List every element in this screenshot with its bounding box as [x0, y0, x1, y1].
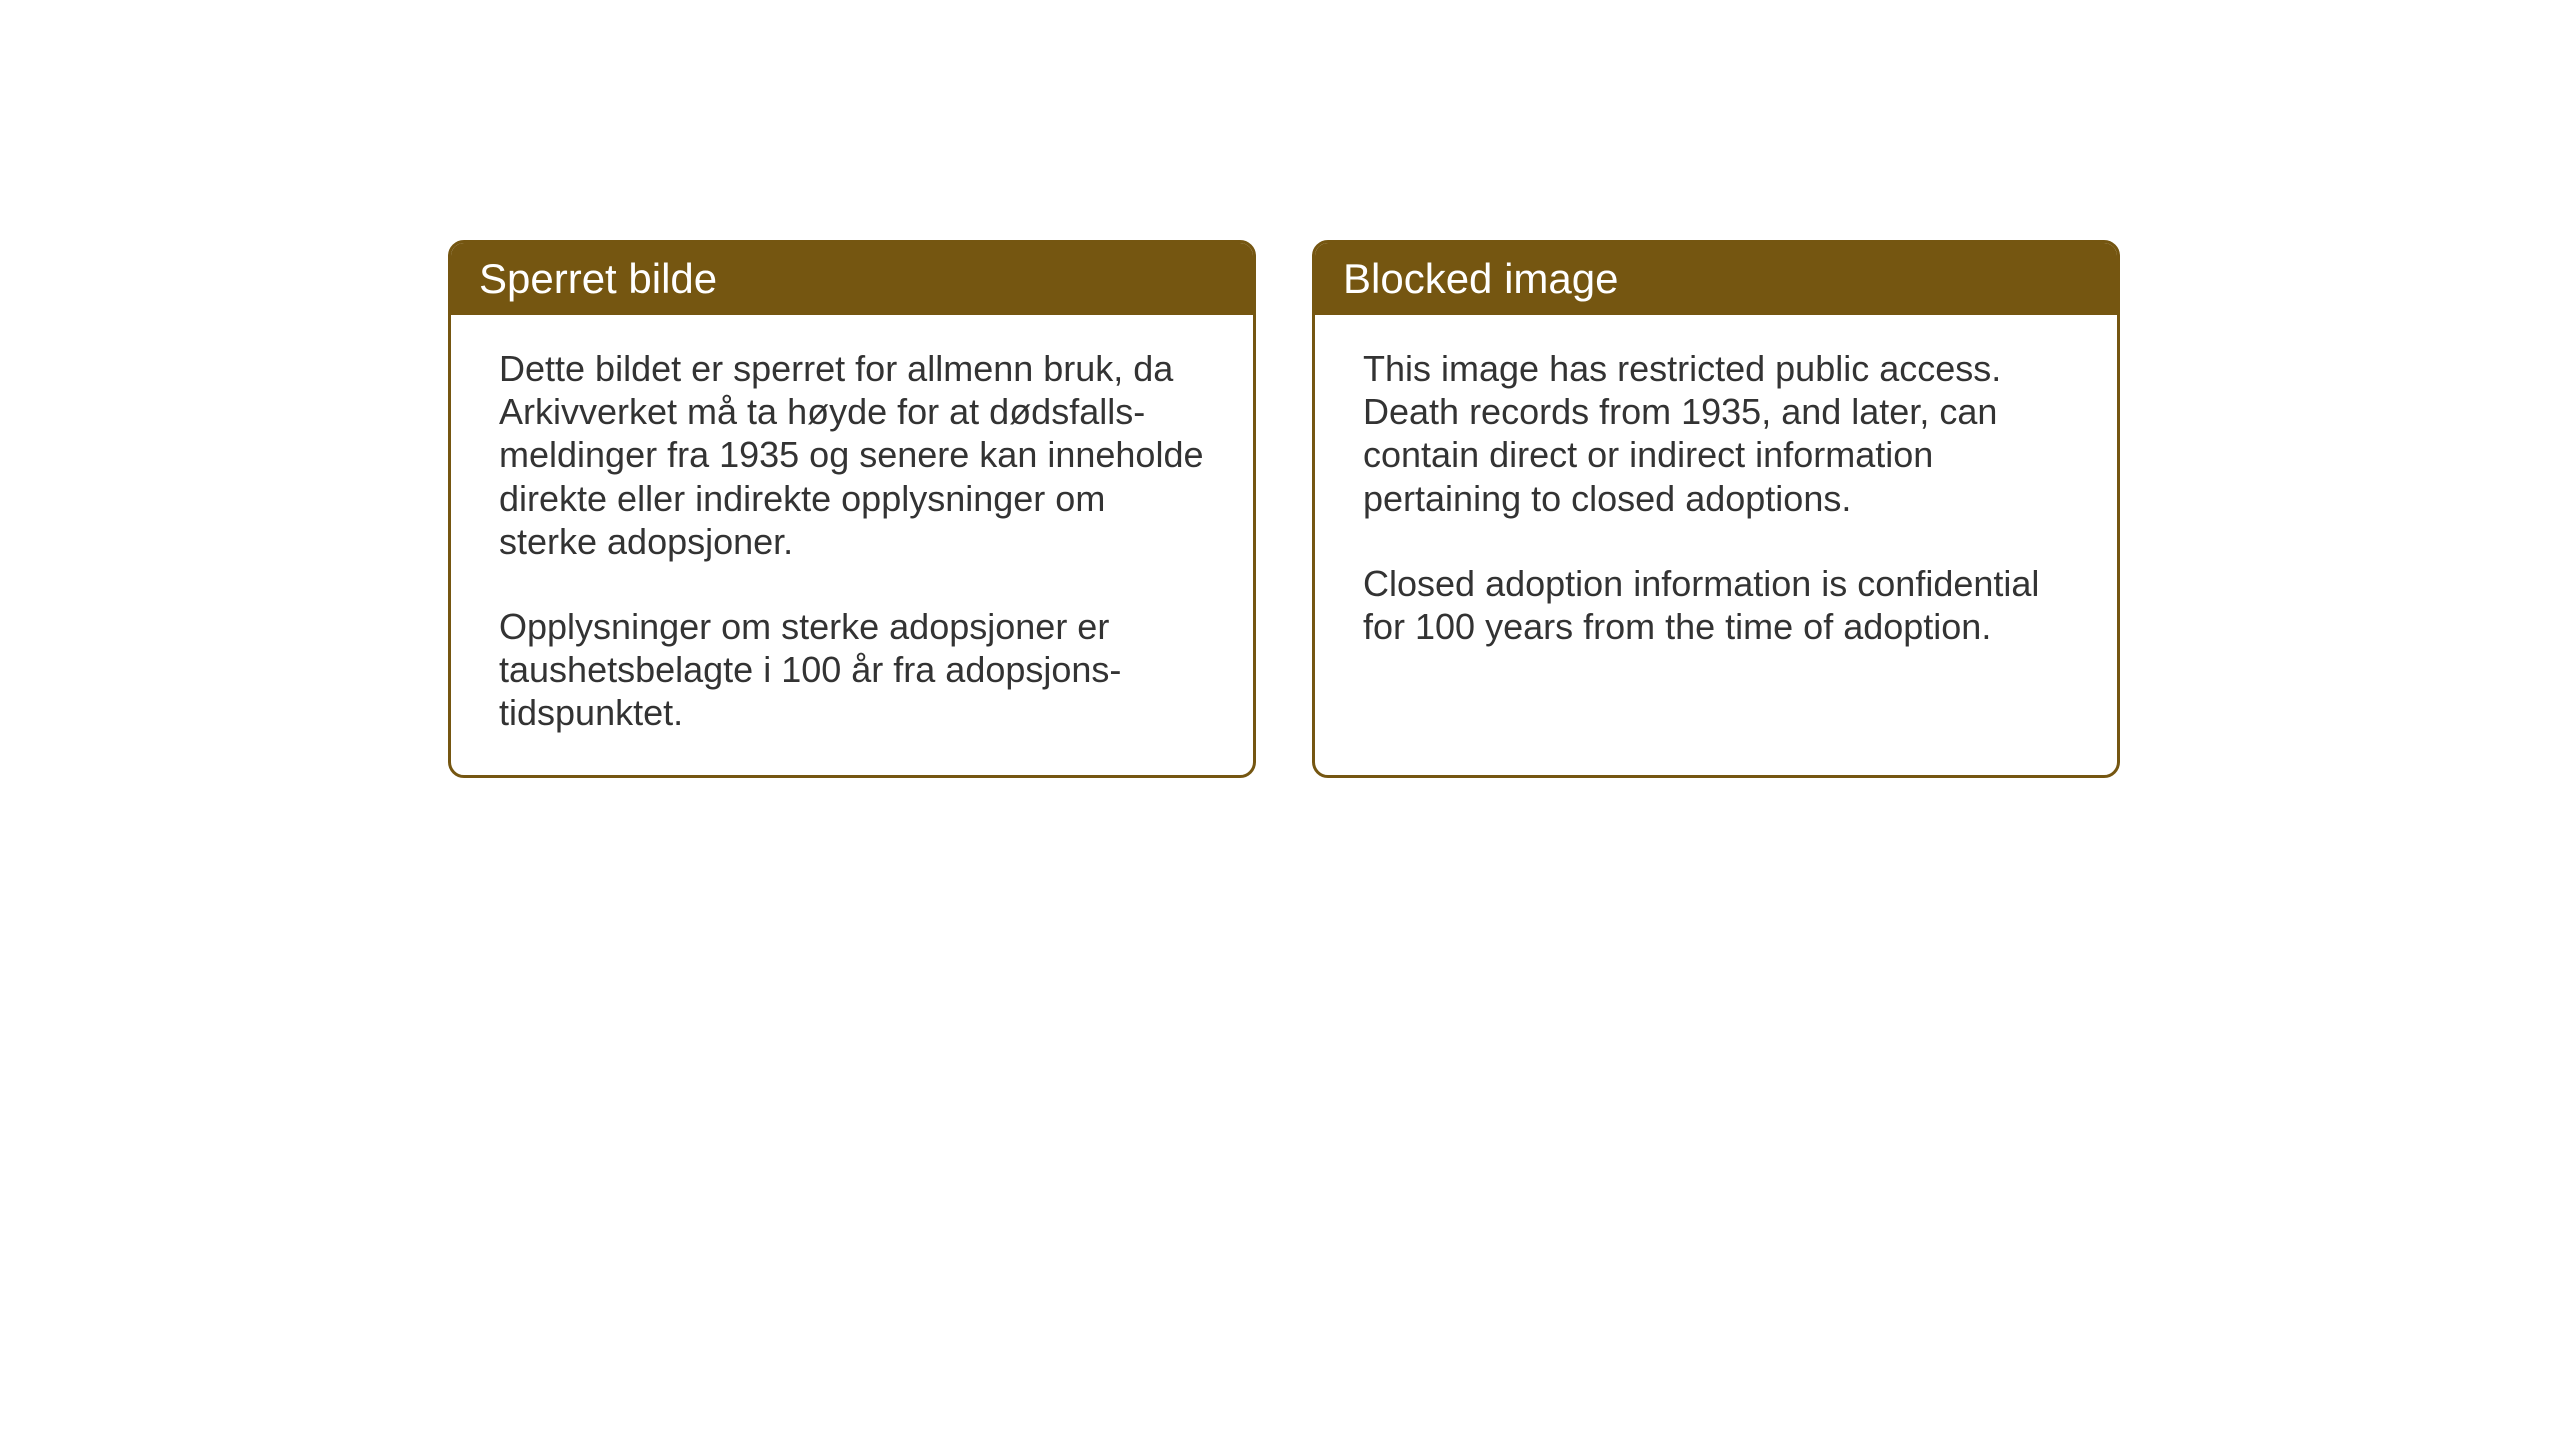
- notice-title-english: Blocked image: [1343, 255, 1618, 302]
- notice-container: Sperret bilde Dette bildet er sperret fo…: [448, 240, 2120, 778]
- notice-card-norwegian: Sperret bilde Dette bildet er sperret fo…: [448, 240, 1256, 778]
- notice-header-norwegian: Sperret bilde: [451, 243, 1253, 315]
- notice-header-english: Blocked image: [1315, 243, 2117, 315]
- notice-body-english: This image has restricted public access.…: [1315, 315, 2117, 735]
- notice-paragraph-2-english: Closed adoption information is confident…: [1363, 562, 2069, 648]
- notice-paragraph-1-english: This image has restricted public access.…: [1363, 347, 2069, 520]
- notice-paragraph-2-norwegian: Opplysninger om sterke adopsjoner er tau…: [499, 605, 1205, 735]
- notice-card-english: Blocked image This image has restricted …: [1312, 240, 2120, 778]
- notice-title-norwegian: Sperret bilde: [479, 255, 717, 302]
- notice-body-norwegian: Dette bildet er sperret for allmenn bruk…: [451, 315, 1253, 775]
- notice-paragraph-1-norwegian: Dette bildet er sperret for allmenn bruk…: [499, 347, 1205, 563]
